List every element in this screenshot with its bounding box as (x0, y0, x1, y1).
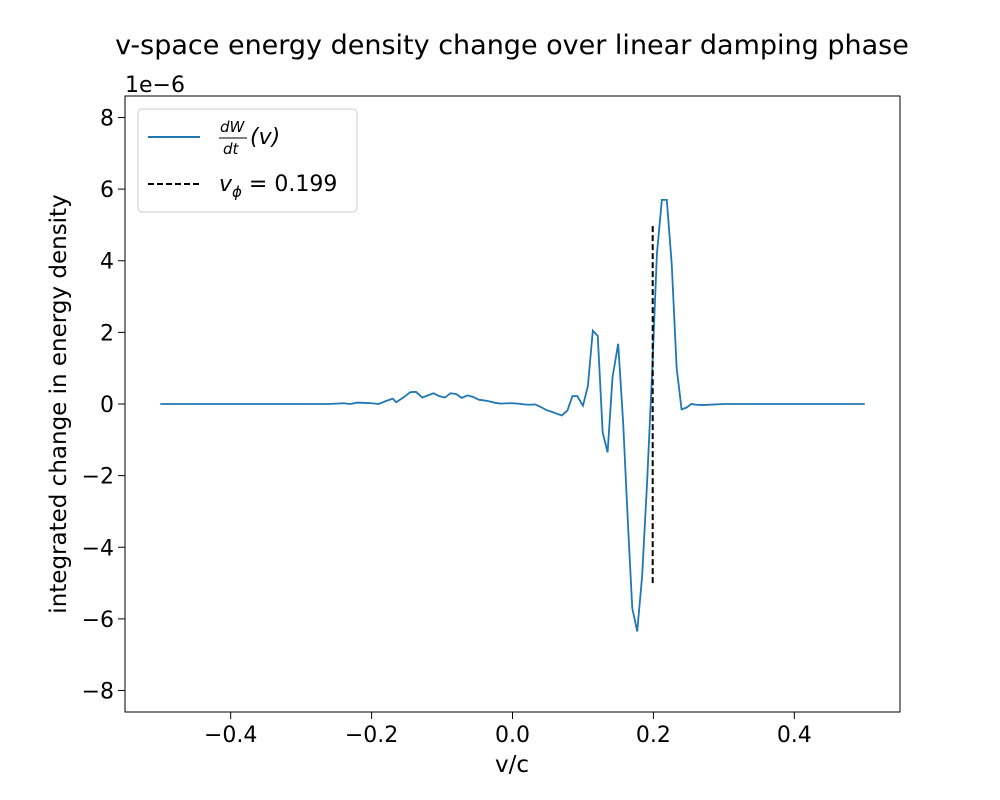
legend-label-dwdt: dW dt (v) (220, 117, 280, 158)
y-offset-label: 1e−6 (125, 73, 185, 98)
y-tick-label: 2 (100, 321, 114, 346)
legend: dW dt (v) vϕ = 0.199 (137, 108, 358, 213)
y-tick-label: 6 (100, 178, 114, 203)
y-tick-label: 8 (100, 106, 114, 131)
legend-vphi-value: = 0.199 (242, 172, 337, 197)
y-tick-label: 4 (100, 250, 114, 275)
legend-box (137, 108, 358, 213)
x-tick-label: −0.2 (345, 723, 398, 748)
legend-fraction-denominator: dt (223, 140, 240, 158)
y-tick-label: −6 (82, 608, 114, 633)
legend-label-vphi: vϕ = 0.199 (219, 172, 337, 201)
legend-fraction-numerator: dW (220, 118, 246, 136)
x-tick-label: 0.2 (636, 723, 671, 748)
plot-frame (124, 95, 901, 713)
x-tick-label: 0.0 (495, 723, 530, 748)
y-tick-label: −4 (82, 536, 114, 561)
y-axis-label: integrated change in energy density (46, 194, 72, 613)
x-tick-label: 0.4 (777, 723, 812, 748)
legend-vphi-symbol: v (219, 172, 233, 197)
ticks-layer: −0.4 −0.2 0.0 0.2 0.4 −8 −6 −4 −2 0 2 4 6 8 (82, 106, 812, 748)
y-tick-label: 0 (100, 393, 114, 418)
chart-title: v-space energy density change over linea… (115, 30, 909, 61)
y-tick-label: −8 (82, 680, 114, 705)
series-layer (160, 198, 865, 632)
x-tick-label: −0.4 (204, 723, 257, 748)
legend-fraction-tail: (v) (250, 125, 280, 150)
x-axis-label: v/c (495, 752, 529, 778)
y-tick-label: −2 (82, 465, 114, 490)
series-line-0 (160, 198, 865, 632)
legend-vphi-subscript: ϕ (232, 183, 242, 201)
plot-area: −0.4 −0.2 0.0 0.2 0.4 −8 −6 −4 −2 0 2 4 6 8 (82, 95, 901, 748)
